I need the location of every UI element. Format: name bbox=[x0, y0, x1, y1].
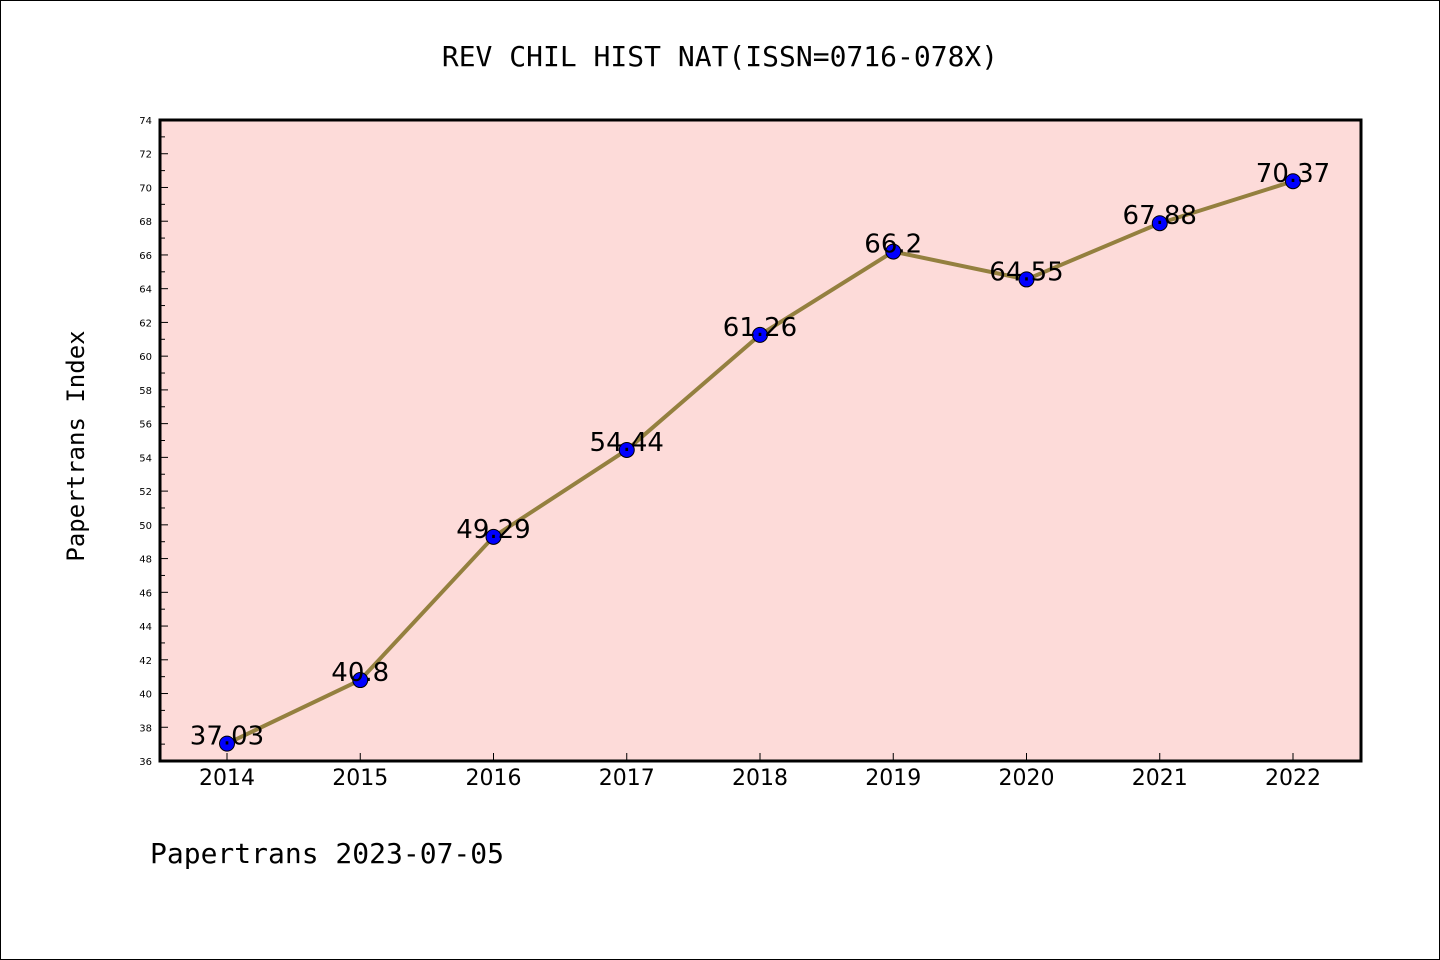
y-tick-label: 52 bbox=[139, 487, 152, 498]
y-tick-label: 74 bbox=[139, 116, 152, 127]
y-tick-label: 56 bbox=[139, 420, 152, 431]
data-label: 49.29 bbox=[456, 515, 530, 545]
y-tick-label: 60 bbox=[139, 352, 152, 363]
y-tick-label: 42 bbox=[139, 656, 152, 667]
data-labels: 37.03 40.8 49.29 54.44 61.26 66.2 64.55 67.88 70… bbox=[190, 159, 1330, 751]
y-tick-label: 72 bbox=[139, 150, 152, 161]
y-tick-label: 38 bbox=[139, 723, 152, 734]
data-point bbox=[1285, 173, 1301, 190]
plot-border bbox=[158, 118, 1363, 763]
data-label: 64.55 bbox=[989, 257, 1063, 287]
data-points bbox=[219, 173, 1301, 752]
data-label: 54.44 bbox=[590, 428, 664, 458]
data-point bbox=[485, 528, 502, 545]
x-tick-label: 2014 bbox=[199, 766, 255, 791]
y-tick-label: 58 bbox=[139, 386, 152, 397]
y-tick-label: 40 bbox=[139, 690, 152, 701]
y-tick-label: 36 bbox=[139, 757, 152, 768]
data-label: 40.8 bbox=[331, 658, 389, 688]
y-tick-label: 44 bbox=[139, 622, 152, 633]
x-tick-label: 2020 bbox=[999, 766, 1055, 791]
y-tick-label: 50 bbox=[139, 521, 152, 532]
y-tick-label: 68 bbox=[139, 217, 152, 228]
y-tick-label: 54 bbox=[139, 453, 152, 464]
data-label: 37.03 bbox=[190, 722, 264, 752]
data-point bbox=[352, 672, 369, 689]
data-point bbox=[1018, 271, 1035, 288]
y-tick-label: 46 bbox=[139, 588, 152, 599]
chart-title: REV CHIL HIST NAT(ISSN=0716-078X) bbox=[442, 40, 998, 73]
y-tick-label: 70 bbox=[139, 183, 152, 194]
x-tick-label: 2019 bbox=[865, 766, 921, 791]
x-tick-label: 2021 bbox=[1132, 766, 1188, 791]
y-tick-label: 48 bbox=[139, 555, 152, 566]
y-tick-label: 64 bbox=[139, 285, 152, 296]
data-point bbox=[752, 326, 768, 343]
y-tick-label: 62 bbox=[139, 318, 152, 329]
x-tick-label: 2018 bbox=[732, 766, 788, 791]
data-label: 61.26 bbox=[723, 313, 797, 343]
data-point bbox=[885, 243, 902, 260]
x-tick-label: 2017 bbox=[599, 766, 655, 791]
x-axis: 2014 2015 2016 2017 2018 2019 2020 2021 2022 bbox=[199, 753, 1321, 791]
data-label: 70.37 bbox=[1256, 159, 1330, 189]
x-tick-label: 2016 bbox=[466, 766, 522, 791]
data-label: 66.2 bbox=[864, 230, 922, 260]
y-axis-label: Papertrans Index bbox=[62, 330, 90, 561]
data-label: 67.88 bbox=[1123, 201, 1197, 231]
y-tick-label: 66 bbox=[139, 251, 152, 262]
x-tick-label: 2022 bbox=[1265, 766, 1321, 791]
footer-date: Papertrans 2023-07-05 bbox=[150, 837, 504, 870]
data-point bbox=[1151, 215, 1168, 232]
x-tick-label: 2015 bbox=[332, 766, 388, 791]
data-point bbox=[618, 441, 635, 458]
data-point bbox=[219, 735, 235, 752]
